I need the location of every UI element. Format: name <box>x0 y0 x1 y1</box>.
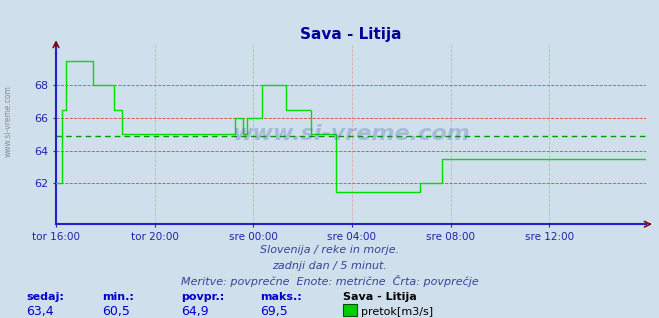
Text: Slovenija / reke in morje.: Slovenija / reke in morje. <box>260 245 399 255</box>
Text: zadnji dan / 5 minut.: zadnji dan / 5 minut. <box>272 261 387 271</box>
Text: min.:: min.: <box>102 292 134 301</box>
Text: 60,5: 60,5 <box>102 306 130 318</box>
Text: Sava - Litija: Sava - Litija <box>343 292 416 301</box>
Text: www.si-vreme.com: www.si-vreme.com <box>3 85 13 157</box>
Text: 64,9: 64,9 <box>181 306 209 318</box>
Text: povpr.:: povpr.: <box>181 292 225 301</box>
Text: Meritve: povprečne  Enote: metrične  Črta: povprečje: Meritve: povprečne Enote: metrične Črta:… <box>181 275 478 287</box>
Title: Sava - Litija: Sava - Litija <box>300 27 402 42</box>
Text: pretok[m3/s]: pretok[m3/s] <box>361 308 433 317</box>
Text: sedaj:: sedaj: <box>26 292 64 301</box>
Text: www.si-vreme.com: www.si-vreme.com <box>232 124 470 144</box>
Text: 69,5: 69,5 <box>260 306 288 318</box>
Text: 63,4: 63,4 <box>26 306 54 318</box>
Text: maks.:: maks.: <box>260 292 302 301</box>
